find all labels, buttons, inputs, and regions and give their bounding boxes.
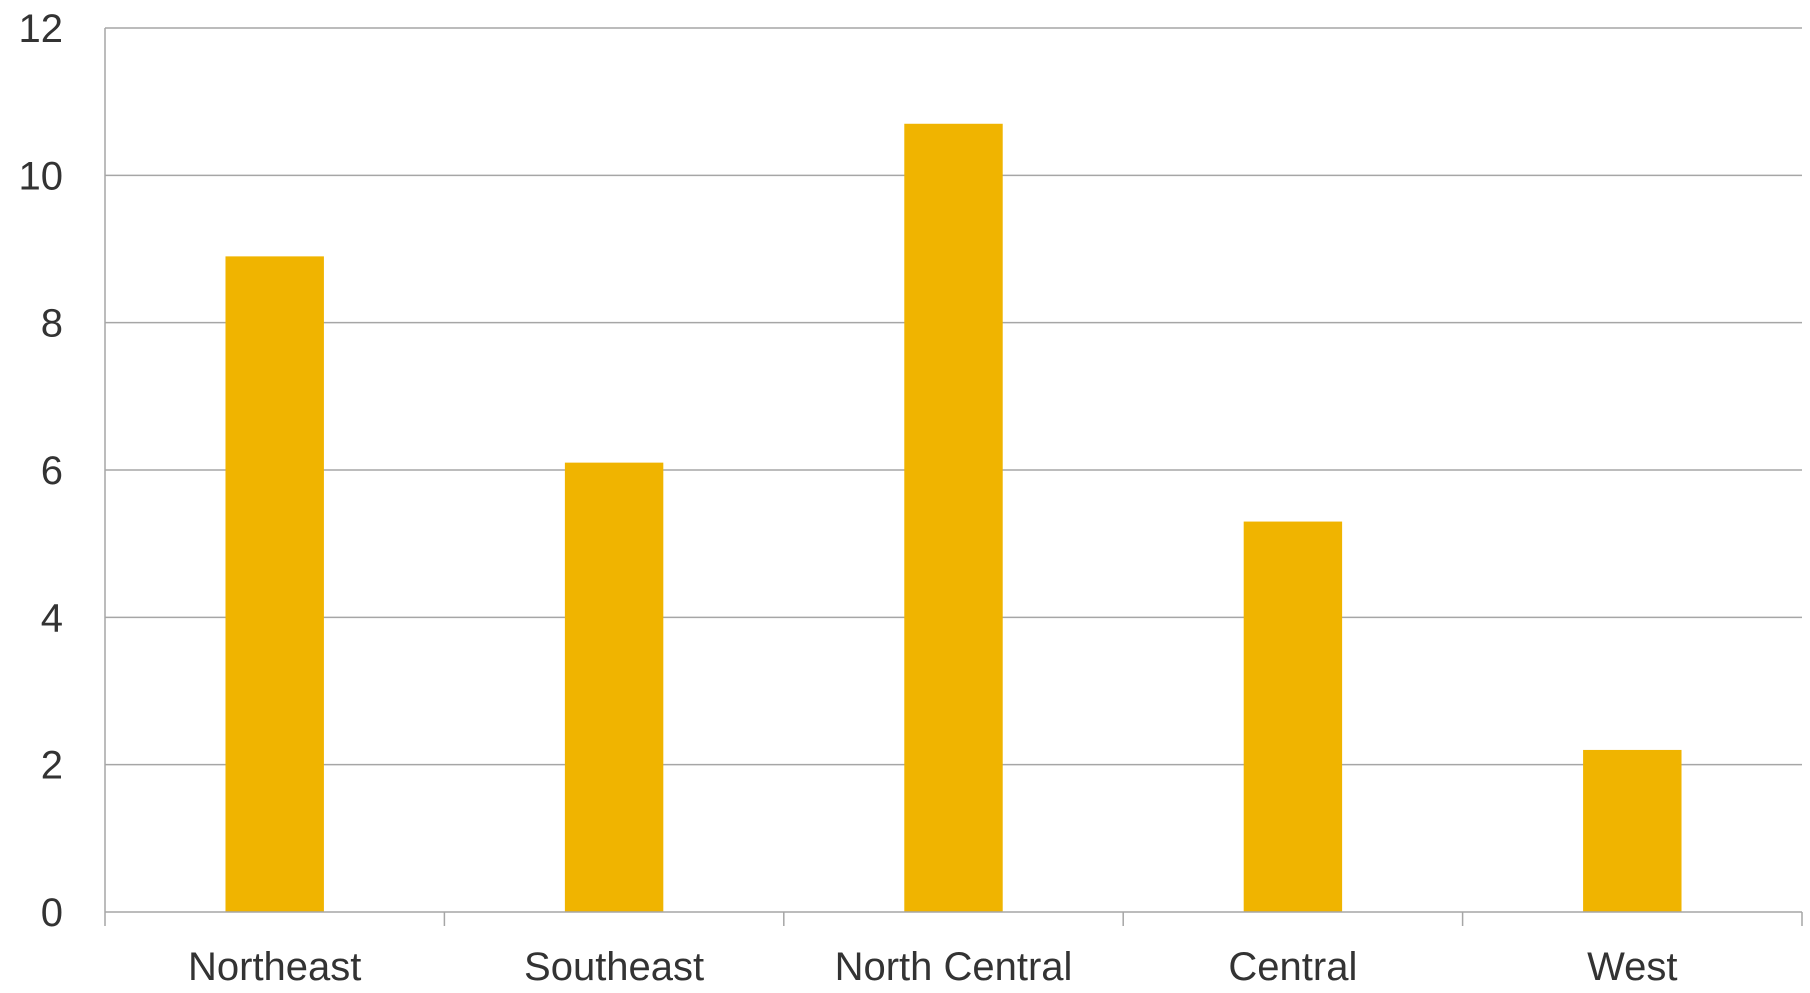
x-axis-tick-labels: Northeast Southeast North Central Central We… — [188, 945, 1678, 989]
y-tick-label: 2 — [41, 744, 63, 788]
x-tick-label: Southeast — [524, 945, 704, 989]
y-tick-label: 10 — [19, 154, 64, 198]
x-axis — [104, 28, 1803, 926]
y-tick-label: 6 — [41, 449, 63, 493]
bar-central — [1243, 521, 1343, 912]
y-tick-label: 0 — [41, 891, 63, 935]
x-tick-label: Northeast — [188, 945, 361, 989]
bar-southeast — [564, 462, 664, 912]
y-tick-label: 4 — [41, 596, 63, 640]
x-tick-label: Central — [1228, 945, 1357, 989]
y-tick-label: 12 — [19, 7, 64, 51]
y-axis-tick-labels: 0 2 4 6 8 10 12 — [19, 7, 64, 935]
y-tick-label: 8 — [41, 302, 63, 346]
bar-northeast — [225, 256, 324, 912]
x-tick-label: North Central — [835, 945, 1073, 989]
bar-north-central — [904, 123, 1003, 913]
bar-west — [1583, 749, 1682, 912]
x-tick-label: West — [1587, 945, 1677, 989]
bars — [225, 123, 1682, 913]
